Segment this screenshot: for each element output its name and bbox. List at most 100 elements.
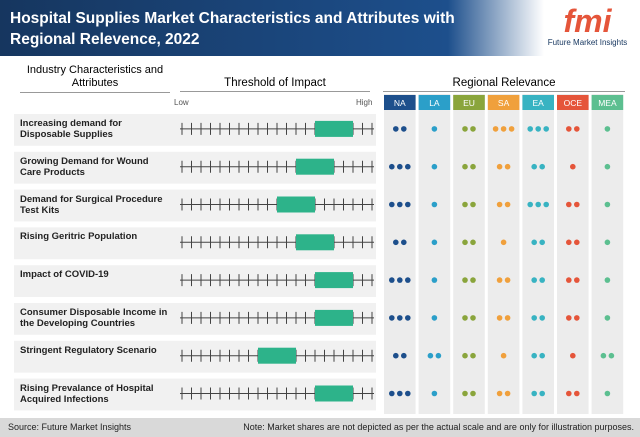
dot (393, 126, 399, 132)
row-label: Growing Demand for Wound Care Products (20, 155, 149, 178)
dot (470, 201, 476, 208)
dot (470, 126, 476, 132)
relevance-dots (389, 201, 411, 208)
dot (470, 315, 476, 321)
dot (543, 201, 549, 208)
row-label: Rising Prevalance of Hospital Acquired I… (20, 382, 154, 405)
dot (539, 163, 545, 170)
dot (504, 277, 511, 283)
relevance-dots (527, 126, 549, 132)
impact-range (315, 120, 353, 137)
dot (539, 315, 545, 321)
dot (397, 163, 403, 170)
relevance-dots (531, 390, 545, 397)
dot (539, 390, 545, 397)
region-column (418, 94, 451, 414)
relevance-dots (393, 126, 407, 132)
dot (535, 126, 541, 132)
relevance-dots (566, 239, 580, 246)
dot (604, 239, 611, 246)
region-column (591, 94, 624, 414)
relevance-dots (496, 201, 511, 208)
relevance-dots (431, 201, 438, 208)
dot (462, 315, 468, 321)
region-badge (418, 95, 451, 110)
region-label: MEA (598, 98, 617, 108)
dot (504, 315, 511, 321)
region-badge (591, 95, 624, 110)
dot (427, 352, 434, 359)
relevance-dots (531, 315, 545, 321)
relevance-dots (389, 390, 411, 397)
dot (389, 277, 395, 283)
dot (462, 239, 468, 246)
relevance-dots (604, 163, 611, 170)
dot (389, 201, 395, 208)
dot (566, 201, 572, 208)
region-label: NA (394, 98, 406, 108)
dot (500, 126, 507, 132)
relevance-dots (492, 126, 515, 132)
relevance-dots (566, 201, 580, 208)
dot (496, 390, 503, 397)
dot (600, 352, 607, 359)
relevance-dots (389, 277, 411, 283)
dot (496, 201, 503, 208)
dot (405, 201, 411, 208)
region-label: SA (498, 98, 510, 108)
relevance-dots (431, 239, 438, 246)
row-label: Increasing demand for Disposable Supplie… (20, 117, 122, 140)
dot (470, 277, 476, 283)
dot (470, 352, 476, 359)
dot (604, 163, 611, 170)
region-label: EU (463, 98, 475, 108)
dot (496, 277, 503, 283)
dot (462, 201, 468, 208)
dot (431, 239, 438, 246)
relevance-dots (566, 315, 580, 321)
dot (496, 315, 503, 321)
dot (566, 126, 572, 132)
header (0, 0, 640, 56)
dot (543, 126, 549, 132)
relevance-dots (496, 390, 511, 397)
dot (531, 390, 537, 397)
dot (389, 390, 395, 397)
region-column (384, 94, 416, 414)
relevance-dots (462, 163, 476, 170)
region-label: OCE (564, 98, 583, 108)
relevance-dots (500, 352, 507, 359)
column-header: Threshold of Impact (180, 77, 370, 92)
dot (470, 163, 476, 170)
dot (405, 315, 411, 321)
dot (531, 163, 537, 170)
dot (500, 239, 507, 246)
relevance-dots (531, 277, 545, 283)
impact-range (315, 309, 353, 326)
dot (431, 201, 438, 208)
impact-range (296, 158, 334, 175)
dot (492, 126, 499, 132)
dot (462, 163, 468, 170)
dot (539, 352, 545, 359)
relevance-dots (393, 239, 407, 246)
relevance-dots (566, 277, 580, 283)
relevance-dots (566, 126, 580, 132)
relevance-dots (604, 390, 611, 397)
impact-range (277, 196, 315, 213)
dot (462, 126, 468, 132)
relevance-dots (496, 315, 511, 321)
relevance-dots (496, 277, 511, 283)
dot (604, 201, 611, 208)
dot (531, 239, 537, 246)
region-column (522, 94, 554, 414)
dot (604, 390, 611, 397)
relevance-dots (393, 352, 407, 359)
footer: Source: Future Market Insights Note: Mar… (0, 418, 640, 437)
relevance-dots (462, 239, 476, 246)
relevance-dots (462, 201, 476, 208)
relevance-dots (462, 277, 476, 283)
dot (397, 201, 403, 208)
impact-range (296, 234, 334, 251)
impact-range (315, 385, 353, 402)
